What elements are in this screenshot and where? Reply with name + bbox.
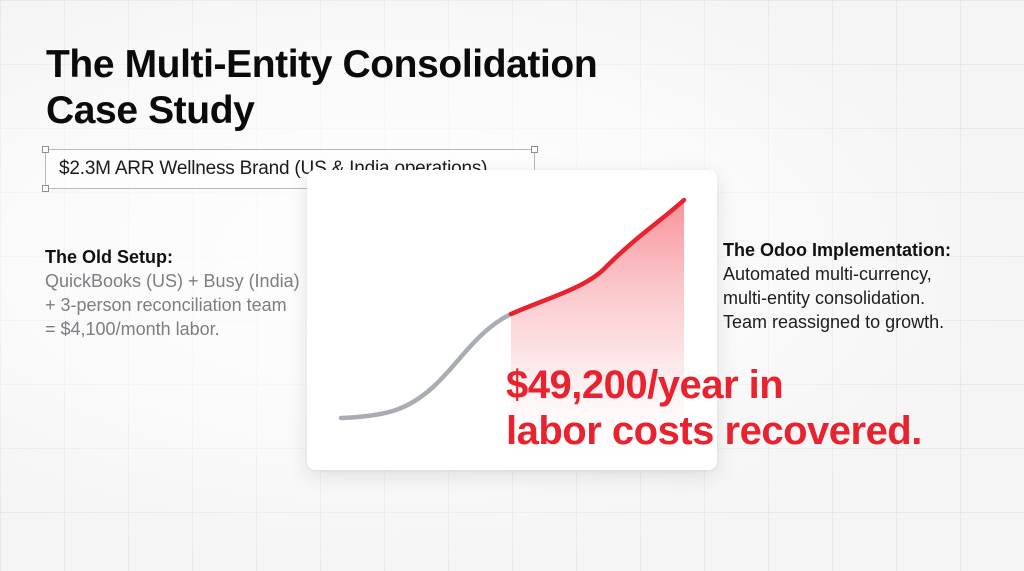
savings-highlight: $49,200/year in labor costs recovered. <box>506 362 1006 454</box>
implementation-line-2: multi-entity consolidation. <box>723 288 926 308</box>
resize-handle-top-left[interactable] <box>42 146 49 153</box>
growth-area-fill <box>511 200 684 470</box>
implementation-section: The Odoo Implementation: Automated multi… <box>723 238 1013 334</box>
resize-handle-bottom-left[interactable] <box>42 185 49 192</box>
savings-line-2: labor costs recovered. <box>506 409 922 453</box>
implementation-line-1: Automated multi-currency, <box>723 264 932 284</box>
savings-line-1: $49,200/year in <box>506 363 784 407</box>
implementation-line-3: Team reassigned to growth. <box>723 312 945 332</box>
implementation-heading: The Odoo Implementation: <box>723 240 951 260</box>
old-setup-line-3: = $4,100/month labor. <box>45 319 220 339</box>
slide-title: The Multi-Entity Consolidation Case Stud… <box>46 42 666 134</box>
old-setup-line-1: QuickBooks (US) + Busy (India) <box>45 271 300 291</box>
old-setup-heading: The Old Setup: <box>45 247 173 267</box>
title-line-2: Case Study <box>46 89 255 132</box>
title-line-1: The Multi-Entity Consolidation <box>46 43 598 86</box>
old-setup-line-2: + 3-person reconciliation team <box>45 295 287 315</box>
growth-red-curve <box>508 197 687 317</box>
growth-curve-graphic <box>338 197 687 470</box>
growth-chart-card <box>307 170 717 470</box>
old-setup-section: The Old Setup: QuickBooks (US) + Busy (I… <box>45 246 345 341</box>
baseline-gray-curve <box>338 311 514 421</box>
resize-handle-top-right[interactable] <box>531 146 538 153</box>
